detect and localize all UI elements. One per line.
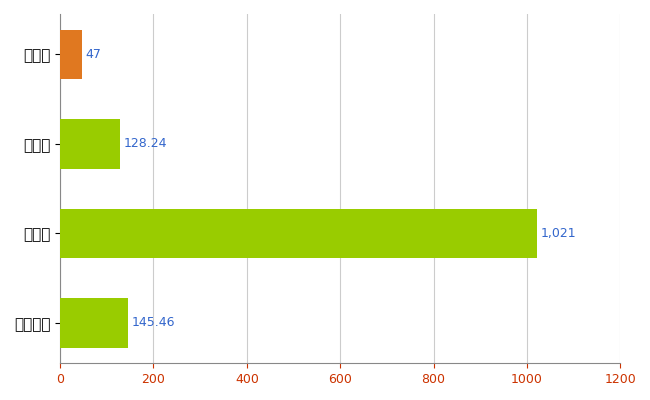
Bar [60, 298, 128, 348]
Bar [60, 209, 537, 258]
Text: 1,021: 1,021 [540, 227, 576, 240]
Text: 47: 47 [86, 48, 101, 61]
Text: 128.24: 128.24 [124, 137, 167, 150]
Bar [60, 119, 120, 168]
Text: 145.46: 145.46 [132, 316, 176, 329]
Bar [60, 30, 82, 79]
